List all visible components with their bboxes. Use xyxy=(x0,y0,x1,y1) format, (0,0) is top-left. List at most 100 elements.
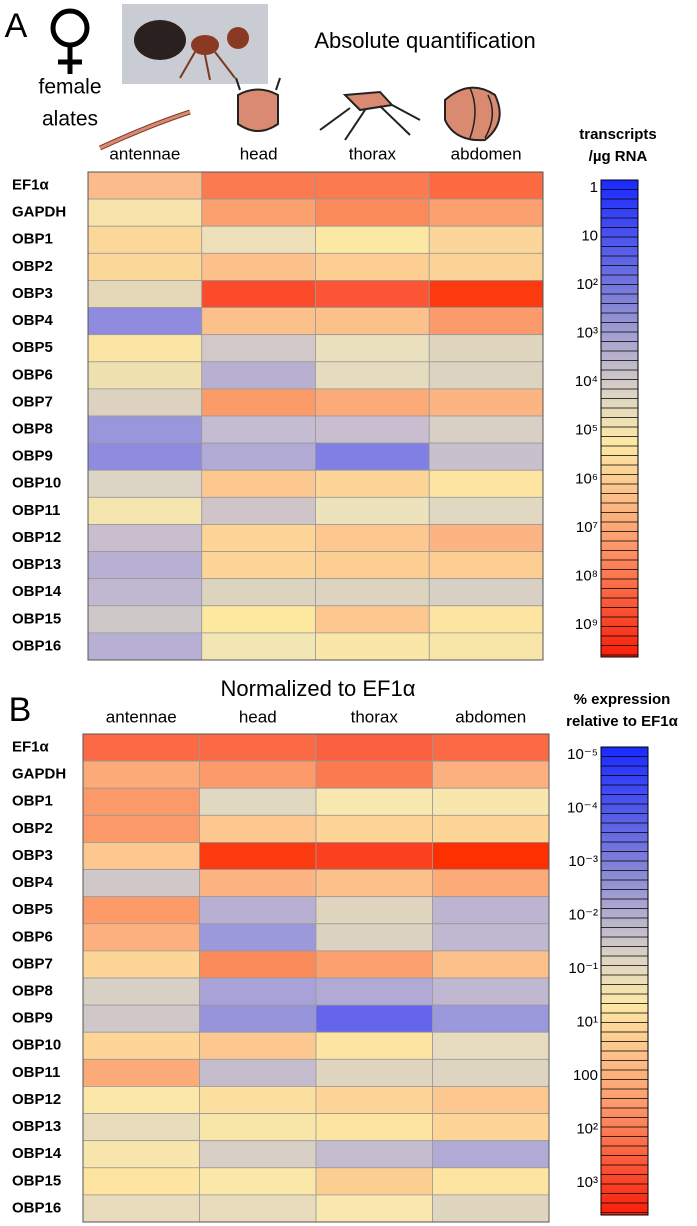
heatmap-cell xyxy=(429,172,543,199)
heatmap-cell xyxy=(316,226,430,253)
row-label: OBP5 xyxy=(12,901,53,918)
colorbar-label: 10⁵ xyxy=(575,422,598,439)
row-label: OBP2 xyxy=(12,820,53,837)
colorbar xyxy=(601,180,638,657)
row-label: OBP5 xyxy=(12,339,53,356)
colorbar-label: 10³ xyxy=(576,325,598,342)
heatmap-cell xyxy=(316,788,433,815)
heatmap-cell xyxy=(88,226,202,253)
column-label: thorax xyxy=(349,144,397,163)
heatmap-cell xyxy=(316,362,430,389)
heatmap-cell xyxy=(200,1032,317,1059)
heatmap-cell xyxy=(316,1168,433,1195)
colorbar-label: 10² xyxy=(576,276,598,293)
heatmap-cell xyxy=(83,815,200,842)
female-symbol xyxy=(53,11,87,74)
heatmap-cell xyxy=(429,199,543,226)
row-label: EF1α xyxy=(12,177,50,194)
heatmap-cell xyxy=(316,924,433,951)
heatmap-cell xyxy=(83,1114,200,1141)
heatmap-cell xyxy=(83,761,200,788)
row-label: OBP8 xyxy=(12,983,53,1000)
column-label: abdomen xyxy=(455,707,526,726)
heatmap-cell xyxy=(200,1086,317,1113)
heatmap-cell xyxy=(88,416,202,443)
ant-photo xyxy=(122,4,268,84)
heatmap-cell xyxy=(433,761,550,788)
heatmap-cell xyxy=(200,978,317,1005)
row-label: OBP3 xyxy=(12,847,53,864)
column-label: head xyxy=(239,707,277,726)
heatmap-cell xyxy=(433,788,550,815)
heatmap-cell xyxy=(433,1032,550,1059)
heatmap-cell xyxy=(200,1141,317,1168)
colorbar-label: 1 xyxy=(590,179,598,196)
colorbar-label: 10⁹ xyxy=(575,616,598,633)
panel-title: Absolute quantification xyxy=(314,28,535,53)
heatmap-cell xyxy=(83,1195,200,1222)
heatmap-cell xyxy=(83,897,200,924)
row-label: GAPDH xyxy=(12,204,66,221)
column-label: head xyxy=(240,144,278,163)
heatmap-cell xyxy=(316,978,433,1005)
heatmap-cell xyxy=(88,335,202,362)
heatmap-cell xyxy=(316,1114,433,1141)
row-label: OBP8 xyxy=(12,421,53,438)
heatmap-cell xyxy=(316,1059,433,1086)
colorbar-label: 10 xyxy=(581,228,598,245)
annotation: female xyxy=(38,76,101,99)
panel-label: B xyxy=(9,691,32,729)
heatmap-cell xyxy=(83,924,200,951)
colorbar-label: 10⁷ xyxy=(576,519,598,536)
heatmap-cell xyxy=(202,633,316,660)
heatmap-cell xyxy=(316,524,430,551)
heatmap-cell xyxy=(429,280,543,307)
heatmap-cell xyxy=(200,870,317,897)
heatmap-cell xyxy=(83,1086,200,1113)
heatmap-cell xyxy=(316,552,430,579)
colorbar-label: 10⁻³ xyxy=(568,853,598,870)
heatmap-cell xyxy=(429,253,543,280)
row-label: OBP6 xyxy=(12,366,53,383)
heatmap-cell xyxy=(429,308,543,335)
heatmap-cell xyxy=(200,924,317,951)
heatmap-cell xyxy=(433,978,550,1005)
heatmap-cell xyxy=(202,606,316,633)
colorbar-title: transcripts xyxy=(579,126,657,143)
colorbar-title: % expression xyxy=(574,691,671,708)
heatmap-cell xyxy=(316,443,430,470)
colorbar-label: 100 xyxy=(573,1067,598,1084)
heatmap-cell xyxy=(200,734,317,761)
heatmap-cell xyxy=(202,362,316,389)
heatmap-cell xyxy=(202,416,316,443)
heatmap-cell xyxy=(202,579,316,606)
heatmap-cell xyxy=(200,897,317,924)
heatmap-cell xyxy=(316,579,430,606)
heatmap-cell xyxy=(433,815,550,842)
heatmap-cell xyxy=(429,579,543,606)
heatmap-cell xyxy=(88,199,202,226)
colorbar-label: 10⁻⁵ xyxy=(567,746,598,763)
heatmap-cell xyxy=(88,280,202,307)
row-label: OBP4 xyxy=(12,312,54,329)
heatmap-cell xyxy=(433,897,550,924)
row-label: OBP2 xyxy=(12,258,53,275)
row-label: EF1α xyxy=(12,739,50,756)
abdomen-icon xyxy=(445,88,500,141)
colorbar-label: 10³ xyxy=(576,1174,598,1191)
row-label: OBP16 xyxy=(12,637,61,654)
heatmap-cell xyxy=(433,1168,550,1195)
heatmap-cell xyxy=(88,172,202,199)
row-label: OBP1 xyxy=(12,231,53,248)
heatmap-cell xyxy=(429,470,543,497)
heatmap-cell xyxy=(433,1059,550,1086)
heatmap-cell xyxy=(316,199,430,226)
heatmap-cell xyxy=(83,842,200,869)
row-label: OBP4 xyxy=(12,874,54,891)
annotation: alates xyxy=(42,108,98,131)
heatmap-cell xyxy=(429,335,543,362)
heatmap-cell xyxy=(429,606,543,633)
row-label: OBP15 xyxy=(12,1172,61,1189)
heatmap-cell xyxy=(200,1059,317,1086)
